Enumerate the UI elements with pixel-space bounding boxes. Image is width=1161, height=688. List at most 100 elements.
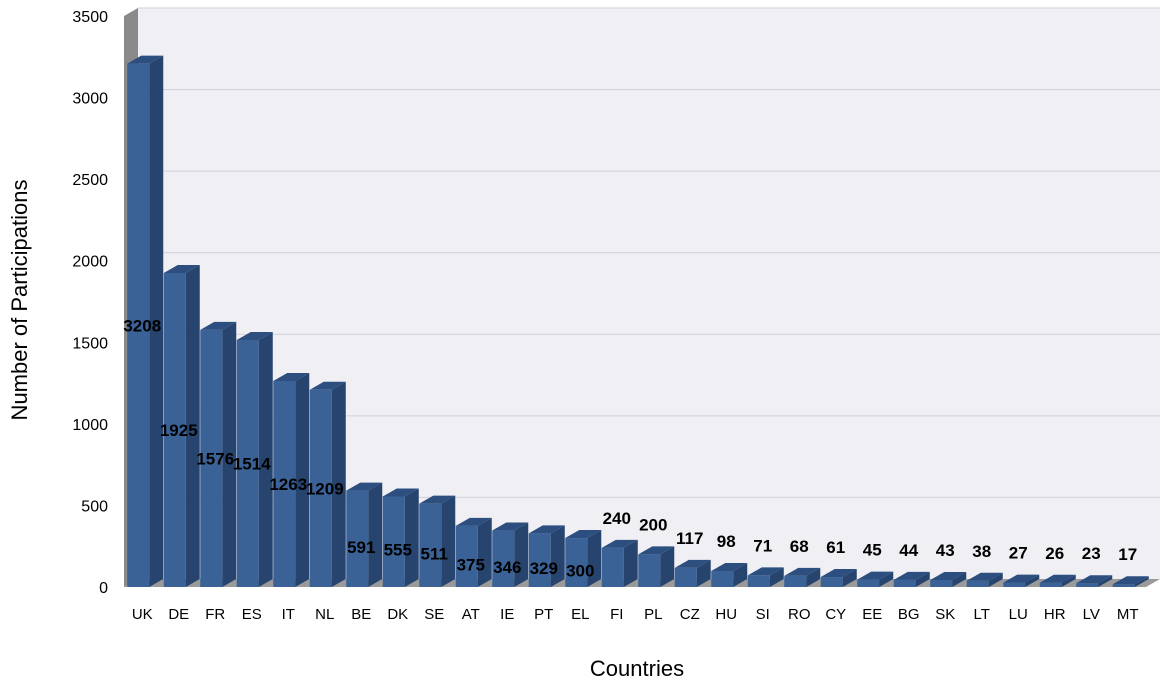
data-label: 3208 xyxy=(123,316,161,335)
bar xyxy=(309,381,346,587)
x-tick-label: CY xyxy=(825,606,846,623)
bar-front xyxy=(528,533,551,587)
bar xyxy=(674,559,711,587)
bar-top xyxy=(200,321,237,330)
bar-top xyxy=(638,546,675,555)
bar-top xyxy=(747,567,784,576)
bar-side xyxy=(988,572,1003,587)
bar-side xyxy=(295,372,310,587)
bar-top xyxy=(820,569,857,578)
data-label: 68 xyxy=(790,537,809,556)
y-tick-label: 0 xyxy=(99,580,108,597)
bar-front xyxy=(1112,584,1135,587)
x-tick-label: SI xyxy=(756,606,770,623)
bar xyxy=(163,264,200,587)
bar xyxy=(711,563,748,587)
bar xyxy=(1003,574,1040,587)
x-tick-label: SK xyxy=(935,606,955,623)
data-label: 38 xyxy=(972,542,991,561)
bar xyxy=(382,488,419,587)
x-tick-label: MT xyxy=(1117,606,1139,623)
bar-top xyxy=(966,572,1003,581)
bar-front xyxy=(346,490,369,587)
bar xyxy=(857,571,894,587)
bar-side xyxy=(806,567,821,587)
bar-front xyxy=(309,389,332,587)
bar-front xyxy=(1076,583,1099,587)
bar xyxy=(747,567,784,587)
x-tick-label: NL xyxy=(315,606,334,623)
data-label: 1209 xyxy=(306,479,344,498)
data-label: 1576 xyxy=(196,449,234,468)
x-tick-label: LT xyxy=(974,606,990,623)
bar-side xyxy=(769,567,784,587)
data-label: 26 xyxy=(1045,544,1064,563)
bar-top xyxy=(346,482,383,491)
bar xyxy=(1112,576,1149,587)
x-tick-label: DK xyxy=(387,606,408,623)
bar xyxy=(455,517,492,587)
bar-top xyxy=(1039,574,1076,583)
bar xyxy=(200,321,237,587)
bar xyxy=(893,571,930,587)
x-tick-label: BE xyxy=(351,606,371,623)
bar-front xyxy=(1003,582,1026,587)
bar-front xyxy=(455,525,478,587)
bar-side xyxy=(696,559,711,587)
x-tick-label: RO xyxy=(788,606,811,623)
bar xyxy=(1076,575,1113,587)
bar-side xyxy=(623,539,638,587)
y-tick-label: 2500 xyxy=(72,172,108,189)
bar-front xyxy=(857,579,880,587)
bar-top xyxy=(419,495,456,504)
bar xyxy=(930,571,967,587)
bar xyxy=(966,572,1003,587)
y-axis-title: Number of Participations xyxy=(7,180,32,421)
bar-front xyxy=(747,575,770,587)
data-label: 240 xyxy=(603,509,631,528)
bar xyxy=(565,530,602,587)
x-tick-label: LV xyxy=(1083,606,1100,623)
bar-top xyxy=(236,332,273,341)
bar-side xyxy=(879,571,894,587)
bar-side xyxy=(1134,576,1149,587)
bar-top xyxy=(382,488,419,497)
bar xyxy=(346,482,383,587)
data-label: 591 xyxy=(347,538,375,557)
bar-side xyxy=(368,482,383,587)
bar-top xyxy=(857,571,894,580)
x-tick-label: CZ xyxy=(680,606,700,623)
data-label: 61 xyxy=(826,538,845,557)
data-label: 200 xyxy=(639,515,667,534)
gridlines xyxy=(138,7,1160,498)
bar-front xyxy=(784,575,807,587)
bars xyxy=(127,55,1149,588)
bar-side xyxy=(441,495,456,587)
bar xyxy=(492,522,529,587)
data-label: 1925 xyxy=(160,421,198,440)
bar-side xyxy=(660,546,675,587)
bar-front xyxy=(638,554,661,587)
data-label: 45 xyxy=(863,541,882,560)
x-tick-label: ES xyxy=(242,606,262,623)
bar-top xyxy=(784,567,821,576)
y-axis-ticks: 0 500 1000 1500 2000 2500 3000 3500 xyxy=(72,9,108,597)
bar-front xyxy=(236,340,259,587)
data-label: 43 xyxy=(936,541,955,560)
bar-side xyxy=(258,332,273,587)
bar-front xyxy=(674,567,697,587)
bar-side xyxy=(1025,574,1040,587)
bar-top xyxy=(455,517,492,526)
y-tick-label: 2000 xyxy=(72,254,108,271)
bar-top xyxy=(930,571,967,580)
y-tick-label: 1000 xyxy=(72,417,108,434)
bar xyxy=(820,569,857,587)
bar-side xyxy=(222,321,237,587)
data-label: 375 xyxy=(457,555,485,574)
bar-top xyxy=(674,559,711,568)
x-tick-label: HR xyxy=(1044,606,1066,623)
bar xyxy=(236,332,273,587)
bar-side xyxy=(952,571,967,587)
bar-top xyxy=(565,530,602,539)
